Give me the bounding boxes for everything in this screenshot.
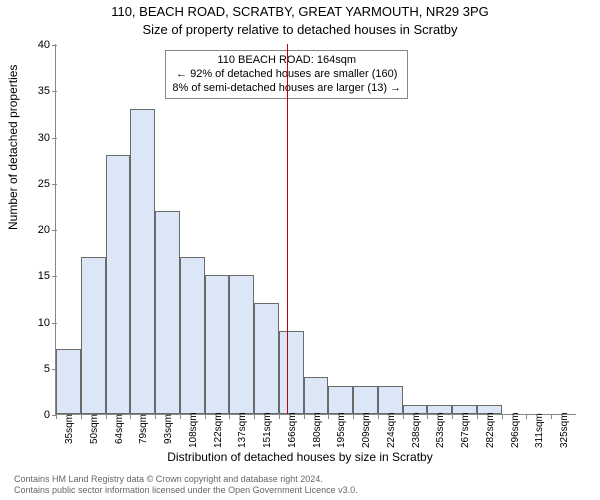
y-tick: 15 [38,270,56,282]
x-tick-mark [304,414,305,419]
x-tick: 195sqm [334,414,347,448]
x-tick-mark [526,414,527,419]
y-tick: 10 [38,317,56,329]
x-tick-mark [81,414,82,419]
histogram-bar [328,386,353,414]
x-tick-mark [328,414,329,419]
footer-line: Contains HM Land Registry data © Crown c… [14,474,358,485]
x-tick-mark [477,414,478,419]
x-tick-mark [452,414,453,419]
x-tick-mark [205,414,206,419]
x-tick: 79sqm [136,414,149,448]
histogram-bar [304,377,329,414]
histogram-bar [378,386,403,414]
y-tick: 35 [38,85,56,97]
x-tick: 282sqm [483,414,496,448]
y-tick: 25 [38,178,56,190]
x-tick: 238sqm [409,414,422,448]
x-tick-mark [279,414,280,419]
x-tick: 122sqm [211,414,224,448]
x-tick: 108sqm [186,414,199,448]
x-tick: 267sqm [458,414,471,448]
x-tick: 35sqm [62,414,75,448]
x-tick-mark [180,414,181,419]
histogram-bar [130,109,155,414]
histogram-bar [229,275,254,414]
x-tick: 93sqm [161,414,174,448]
histogram-bar [279,331,304,414]
x-tick-mark [155,414,156,419]
y-tick: 20 [38,224,56,236]
x-tick-mark [551,414,552,419]
x-tick: 296sqm [508,414,521,448]
x-tick: 325sqm [557,414,570,448]
x-tick: 50sqm [87,414,100,448]
x-tick-mark [254,414,255,419]
histogram-bar [205,275,230,414]
x-tick: 166sqm [285,414,298,448]
y-tick: 0 [44,409,56,421]
x-tick-mark [403,414,404,419]
attribution-footer: Contains HM Land Registry data © Crown c… [14,474,358,496]
x-tick: 151sqm [260,414,273,448]
x-tick: 64sqm [112,414,125,448]
histogram-bar [155,211,180,415]
chart-title: 110, BEACH ROAD, SCRATBY, GREAT YARMOUTH… [0,4,600,19]
x-tick-mark [56,414,57,419]
x-tick-mark [502,414,503,419]
y-tick: 30 [38,132,56,144]
x-tick: 209sqm [359,414,372,448]
x-tick: 253sqm [433,414,446,448]
x-tick: 311sqm [532,414,545,448]
histogram-bar [180,257,205,414]
x-tick: 180sqm [310,414,323,448]
x-axis-label: Distribution of detached houses by size … [0,450,600,464]
x-tick-mark [427,414,428,419]
x-tick: 137sqm [235,414,248,448]
histogram-bar [56,349,81,414]
x-tick-mark [106,414,107,419]
x-tick-mark [130,414,131,419]
histogram-bar [254,303,279,414]
marker-line [287,44,288,414]
plot-area: 110 BEACH ROAD: 164sqm← 92% of detached … [55,44,576,415]
y-axis-label: Number of detached properties [6,65,20,230]
histogram-bar [81,257,106,414]
y-tick: 5 [44,363,56,375]
y-tick: 40 [38,39,56,51]
property-size-histogram: 110, BEACH ROAD, SCRATBY, GREAT YARMOUTH… [0,0,600,500]
x-tick-mark [378,414,379,419]
chart-subtitle: Size of property relative to detached ho… [0,22,600,37]
x-tick-mark [353,414,354,419]
x-tick: 224sqm [384,414,397,448]
histogram-bar [106,155,131,414]
histogram-bar [353,386,378,414]
x-tick-mark [229,414,230,419]
footer-line: Contains public sector information licen… [14,485,358,496]
